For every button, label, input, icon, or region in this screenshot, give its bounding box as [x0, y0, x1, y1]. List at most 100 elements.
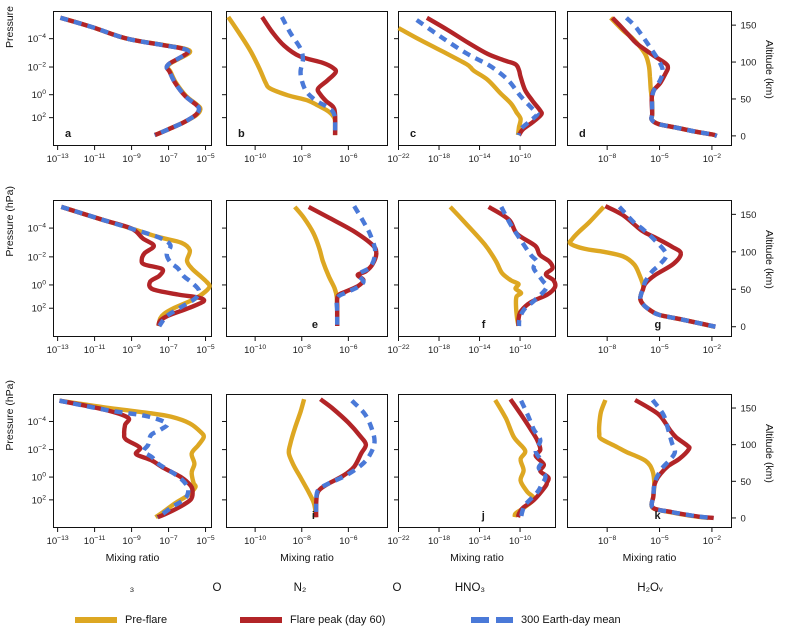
tick-label: 10−13 [47, 344, 69, 356]
panel-letter-f: f [482, 319, 486, 331]
tick-label: 10−7 [159, 535, 178, 547]
tick-label: 10−5 [650, 535, 669, 547]
pressure-axis-label-row2: Pressure (hPa) [4, 186, 16, 257]
panel-r0c1: 10−10 10−8 10−6 b [222, 11, 388, 165]
panel-letter-a: a [65, 128, 72, 140]
tick-label: 100 [32, 89, 47, 101]
r2c1-flare_peak-line [313, 397, 369, 518]
tick-label: 10−10 [244, 535, 266, 547]
tick-label: 102 [32, 303, 47, 315]
tick-label: 10−11 [84, 153, 106, 165]
r1c1-mean_300-line [334, 204, 378, 326]
series-group [226, 15, 339, 136]
legend-label-pre-flare: Pre-flare [125, 614, 168, 626]
x-axis-title-col4: Mixing ratio [622, 552, 677, 564]
tick-label: 10−4 [28, 223, 47, 235]
panel-r2c1: 10−10 10−8 10−6 i [222, 394, 388, 547]
panel-r1c3: 10−8 10−5 10−2 0 50 100 150 g [563, 200, 756, 356]
r0c0-pre_flare-line [59, 15, 203, 138]
altitude-tick-label: 150 [741, 21, 757, 32]
r2c0-mean_300-line [59, 398, 191, 520]
axes [394, 200, 556, 341]
tick-label: 102 [32, 494, 47, 506]
altitude-tick-label: 0 [741, 131, 746, 142]
r1c0-mean_300-line [60, 204, 202, 328]
r0c0-flare_peak-line [59, 15, 202, 138]
altitude-tick-label: 100 [741, 247, 757, 258]
tick-label: 10−22 [387, 344, 409, 356]
altitude-tick-label: 100 [741, 440, 757, 451]
tick-label: 10−10 [244, 344, 266, 356]
axes [563, 394, 736, 532]
axes [563, 200, 736, 341]
species-label-o-2: O [392, 582, 402, 594]
axes [49, 200, 212, 341]
series-group [397, 15, 544, 137]
axes [222, 394, 388, 532]
tick-label: 10−4 [28, 33, 47, 45]
x-axis-title-col1: Mixing ratio [105, 552, 160, 564]
panel-letter-c: c [410, 128, 416, 140]
panel-r2c2: 10−22 10−18 10−14 10−10 j [387, 394, 556, 547]
r0c0-mean_300-line [59, 15, 202, 138]
tick-label: 10−6 [339, 535, 358, 547]
panel-letter-j: j [481, 510, 485, 522]
series-group [60, 204, 212, 328]
axes [49, 11, 212, 150]
tick-label: 10−10 [509, 535, 531, 547]
species-label-n2: N₂ [293, 582, 307, 594]
panel-r0c3: 10−8 10−5 10−2 0 50 100 150 d [563, 11, 756, 165]
tick-label: 10−14 [468, 344, 490, 356]
panel-letter-e: e [312, 319, 318, 331]
tick-label: 10−22 [387, 535, 409, 547]
altitude-tick-label: 50 [741, 94, 752, 105]
altitude-tick-label: 0 [741, 322, 746, 333]
legend-item-flare-peak: Flare peak (day 60) [240, 612, 385, 628]
x-axis-title-col3: Mixing ratio [450, 552, 504, 564]
r1c3-mean_300-line [617, 205, 716, 329]
tick-label: 10−7 [159, 153, 178, 165]
r2c2-flare_peak-line [508, 397, 551, 518]
r1c2-pre_flare-line [448, 205, 524, 327]
tick-label: 10−10 [244, 153, 266, 165]
tick-label: 10−11 [84, 535, 106, 547]
r0c1-pre_flare-line [226, 15, 338, 136]
series-group [59, 398, 206, 520]
axes [222, 11, 388, 150]
tick-label: 10−8 [598, 535, 617, 547]
tick-label: 10−2 [28, 62, 47, 74]
x-axis-title-col2: Mixing ratio [280, 552, 334, 564]
panel-r1c0: 10−13 10−11 10−9 10−7 10−5 10−4 10−2 100 102 [28, 200, 215, 356]
tick-label: 10−5 [196, 535, 215, 547]
tick-label: 10−2 [703, 535, 722, 547]
altitude-axis-label-row2: Altitude (km) [763, 230, 775, 289]
panel-r1c2: 10−22 10−18 10−14 10−10 f [387, 200, 558, 356]
tick-label: 10−10 [509, 344, 531, 356]
altitude-axis-label-row1: Altitude (km) [763, 40, 775, 99]
altitude-tick-label: 100 [741, 58, 757, 69]
series-group [493, 397, 551, 518]
altitude-tick-label: 50 [741, 477, 752, 488]
tick-label: 10−6 [339, 344, 358, 356]
tick-label: 10−6 [339, 153, 358, 165]
r2c3-flare_peak-line [634, 398, 714, 521]
tick-label: 10−2 [28, 444, 47, 456]
tick-label: 10−8 [293, 344, 312, 356]
species-label-hno3: HNO₃ [454, 582, 486, 594]
tick-label: 10−8 [598, 344, 617, 356]
series-group [293, 204, 379, 327]
axes [49, 394, 212, 532]
tick-label: 100 [32, 472, 47, 484]
species-label-h2ov: H₂Oᵥ [637, 582, 663, 594]
panel-r0c2: 10−22 10−18 10−14 10−10 c [387, 11, 556, 165]
tick-label: 10−18 [428, 535, 450, 547]
r0c3-flare_peak-line [610, 16, 718, 138]
legend-label-flare-peak: Flare peak (day 60) [290, 614, 386, 626]
tick-label: 10−8 [293, 535, 312, 547]
panel-r2c0: 10−13 10−11 10−9 10−7 10−5 10−4 10−2 100 102 [28, 394, 215, 547]
r0c1-flare_peak-line [260, 15, 339, 136]
tick-label: 10−2 [703, 153, 722, 165]
panel-letter-i: i [312, 510, 315, 522]
tick-label: 10−10 [509, 153, 531, 165]
pressure-axis-label-row3: Pressure (hPa) [4, 380, 16, 451]
